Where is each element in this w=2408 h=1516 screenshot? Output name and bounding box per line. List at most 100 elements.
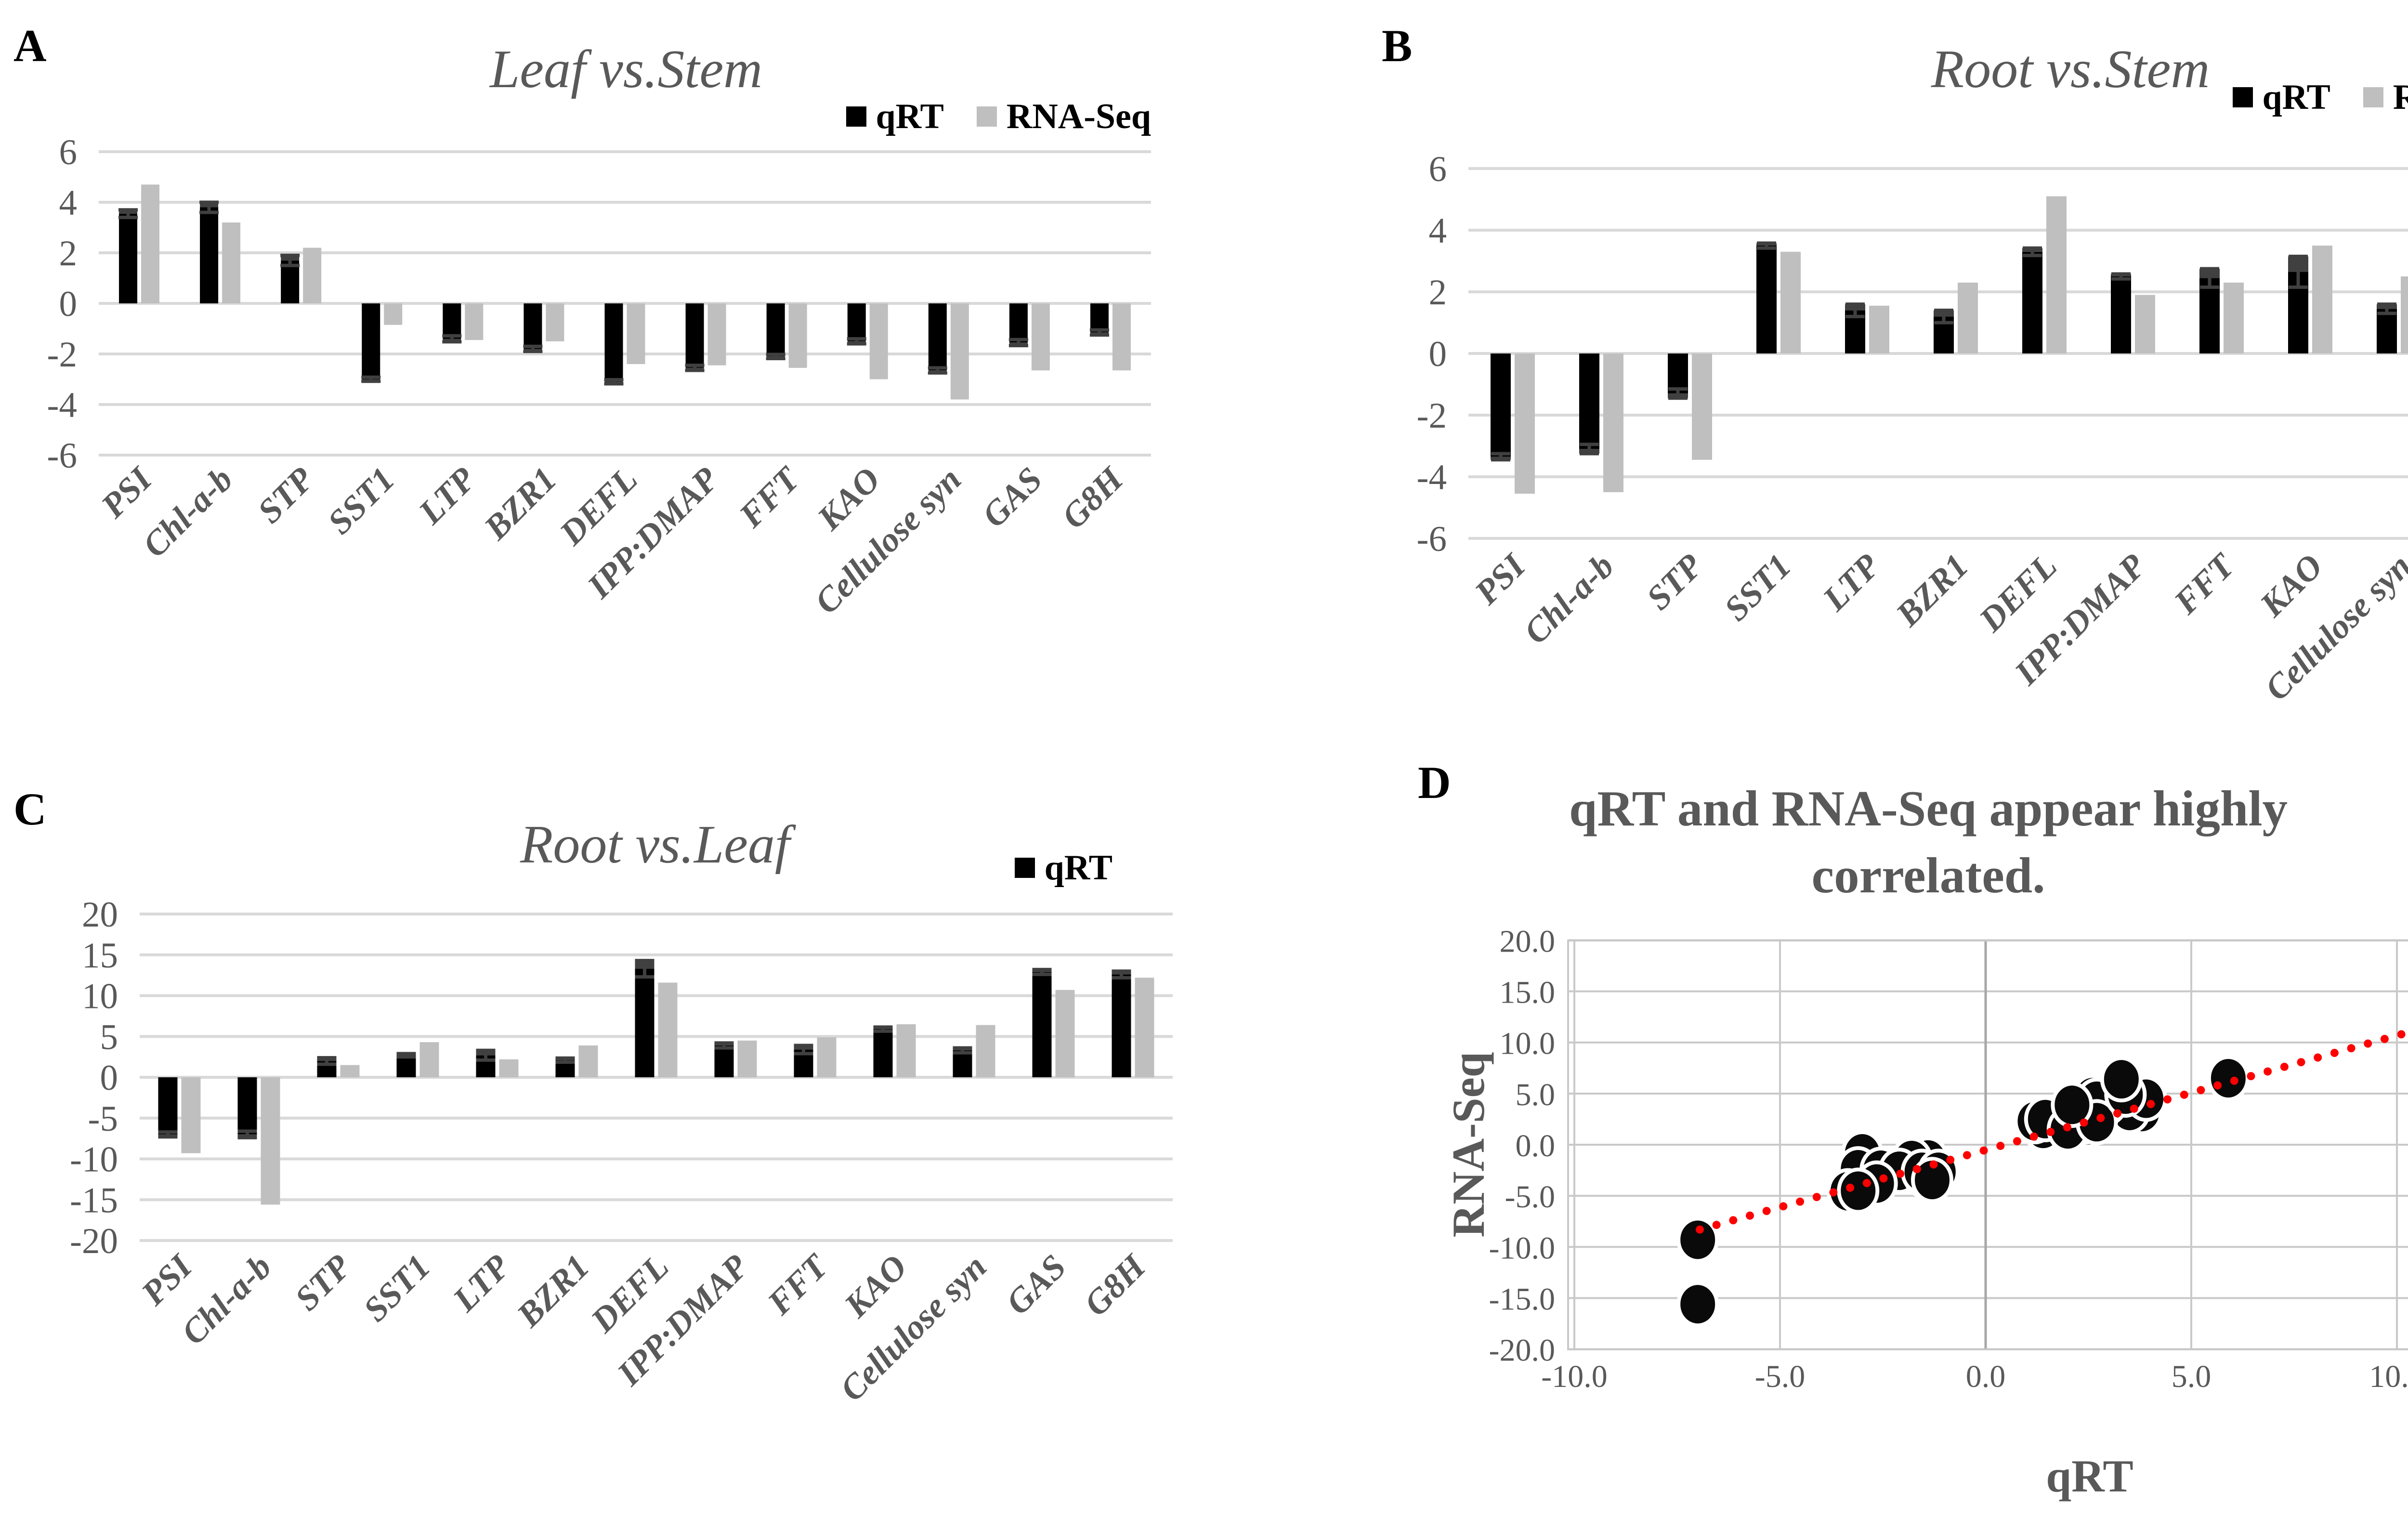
x-tick-label: -10.0 bbox=[1541, 1359, 1607, 1394]
x-tick-label: 5.0 bbox=[2172, 1359, 2212, 1394]
category-label-BZR1: BZR1 bbox=[509, 1247, 597, 1335]
legend-label-qrt: qRT bbox=[876, 97, 944, 136]
bar-rnaseq-Cellulose syn bbox=[950, 303, 969, 400]
bar-rnaseq-G8H bbox=[1112, 303, 1131, 371]
category-label-SST1: SST1 bbox=[1717, 547, 1799, 628]
bar-qrt-FFT bbox=[766, 303, 785, 357]
bar-qrt-Chl-a-b bbox=[1579, 353, 1599, 449]
bar-qrt-PSI bbox=[119, 213, 138, 303]
category-label-GAS: GAS bbox=[975, 460, 1050, 535]
panel-c-title: Root vs.Leaf bbox=[520, 815, 790, 875]
bar-qrt-Cellulose syn bbox=[928, 303, 947, 371]
category-label-SST1: SST1 bbox=[320, 460, 402, 542]
bar-qrt-G8H bbox=[1090, 303, 1109, 333]
category-label-GAS: GAS bbox=[998, 1247, 1073, 1322]
y-tick-label: 15 bbox=[82, 936, 118, 976]
scatter-point bbox=[1911, 1157, 1953, 1203]
scatter-point bbox=[1676, 1281, 1719, 1328]
legend-label-qrt: qRT bbox=[1044, 848, 1112, 888]
y-tick-label: -5 bbox=[88, 1099, 118, 1139]
y-tick-label: 5.0 bbox=[1516, 1077, 1556, 1112]
y-tick-label: 0.0 bbox=[1516, 1128, 1556, 1163]
y-tick-label: 0 bbox=[1429, 334, 1447, 374]
category-label-PSI: PSI bbox=[1467, 546, 1534, 613]
bar-rnaseq-DEFL bbox=[2046, 196, 2067, 353]
bar-rnaseq-Cellulose syn bbox=[976, 1025, 995, 1077]
bar-qrt-FFT bbox=[2199, 278, 2220, 353]
category-label-LTP: LTP bbox=[411, 459, 483, 532]
category-label-PSI: PSI bbox=[133, 1246, 200, 1313]
bar-rnaseq-BZR1 bbox=[578, 1045, 598, 1077]
bar-rnaseq-Cellulose syn bbox=[2401, 276, 2408, 353]
bar-rnaseq-FFT bbox=[788, 303, 807, 368]
bar-rnaseq-Chl-a-b bbox=[1603, 353, 1623, 492]
bar-qrt-IPP:DMAP bbox=[714, 1045, 734, 1077]
y-tick-label: -4 bbox=[47, 385, 77, 425]
bar-qrt-G8H bbox=[1112, 974, 1131, 1077]
bar-rnaseq-BZR1 bbox=[546, 303, 564, 341]
bar-rnaseq-Chl-a-b bbox=[261, 1077, 280, 1205]
y-tick-label: 6 bbox=[59, 132, 78, 172]
panel-c-letter: C bbox=[13, 784, 47, 835]
x-tick-label: -5.0 bbox=[1755, 1359, 1805, 1394]
panel-d-letter: D bbox=[1418, 757, 1451, 808]
y-tick-label: 15.0 bbox=[1500, 975, 1556, 1010]
panel-a-legend: qRT RNA-Seq bbox=[846, 99, 1151, 134]
bar-rnaseq-DEFL bbox=[627, 303, 645, 364]
bar-rnaseq-BZR1 bbox=[1958, 282, 1978, 353]
panel-b-legend: qRT RNA-Seq bbox=[2232, 78, 2408, 117]
bar-qrt-DEFL bbox=[635, 968, 654, 1077]
bar-rnaseq-SST1 bbox=[419, 1042, 439, 1077]
panel-d: 20.0 15.0 10.0 5.0 0.0 -5.0 -10.0 -15.0 -20.0 -10… bbox=[1324, 746, 2408, 1516]
y-tick-label: 2 bbox=[1429, 273, 1447, 313]
category-label-Chl-a-b: Chl-a-b bbox=[135, 460, 240, 565]
panel-b-letter: B bbox=[1382, 20, 1413, 71]
legend-swatch-rnaseq bbox=[976, 106, 997, 127]
bar-rnaseq-SST1 bbox=[384, 303, 403, 325]
bar-qrt-PSI bbox=[158, 1077, 178, 1135]
category-label-PSI: PSI bbox=[93, 459, 160, 526]
bar-rnaseq-KAO bbox=[2312, 246, 2332, 353]
bar-qrt-SST1 bbox=[362, 303, 380, 379]
bar-rnaseq-PSI bbox=[1515, 353, 1535, 494]
bar-rnaseq-IPP:DMAP bbox=[737, 1040, 757, 1077]
legend-label-qrt: qRT bbox=[2262, 78, 2330, 117]
bar-rnaseq-LTP bbox=[465, 303, 484, 340]
bar-rnaseq-Chl-a-b bbox=[222, 222, 241, 303]
bar-qrt-DEFL bbox=[2022, 251, 2042, 353]
bar-rnaseq-LTP bbox=[499, 1059, 519, 1077]
category-label-BZR1: BZR1 bbox=[476, 460, 564, 548]
scatter-point bbox=[1837, 1167, 1880, 1214]
panel-b: 6 4 2 0 -2 -4 -6 PSI Chl-a-b STP SST1 LTP BZR1 DEFL IP… bbox=[1324, 0, 2408, 746]
bar-qrt-Cellulose syn bbox=[2377, 309, 2397, 353]
legend-swatch-rnaseq bbox=[2363, 87, 2383, 107]
category-label-LTP: LTP bbox=[445, 1247, 517, 1319]
category-label-KAO: KAO bbox=[2252, 547, 2330, 625]
legend-label-rnaseq: RNA-Seq bbox=[1006, 97, 1151, 136]
bar-rnaseq-PSI bbox=[181, 1077, 201, 1153]
bar-rnaseq-FFT bbox=[2224, 282, 2244, 353]
bar-rnaseq-LTP bbox=[1869, 305, 1889, 353]
y-tick-label: 20 bbox=[82, 895, 118, 935]
bar-qrt-STP bbox=[281, 260, 300, 303]
category-label-FFT: FFT bbox=[760, 1246, 836, 1322]
bar-rnaseq-SST1 bbox=[1780, 251, 1801, 353]
bar-qrt-KAO bbox=[847, 303, 866, 341]
y-tick-label: 4 bbox=[59, 183, 78, 223]
bar-rnaseq-DEFL bbox=[658, 982, 678, 1077]
category-label-G8H: G8H bbox=[1076, 1246, 1153, 1323]
y-tick-label: 0 bbox=[100, 1058, 118, 1098]
bar-rnaseq-IPP:DMAP bbox=[2135, 295, 2155, 353]
y-tick-label: -6 bbox=[47, 436, 77, 476]
category-label-STP: STP bbox=[250, 459, 321, 531]
bar-qrt-GAS bbox=[1032, 972, 1052, 1077]
bar-rnaseq-KAO bbox=[896, 1024, 916, 1077]
panel-d-scatter-chart: 20.015.010.05.00.0-5.0-10.0-15.0-20.0-10… bbox=[1489, 924, 2408, 1394]
bar-rnaseq-GAS bbox=[1055, 990, 1075, 1077]
y-tick-label: 5 bbox=[100, 1017, 118, 1057]
y-tick-label: -20.0 bbox=[1489, 1333, 1555, 1368]
y-tick-label: -15 bbox=[70, 1180, 118, 1220]
panel-d-title-line1: qRT and RNA-Seq appear highly bbox=[1569, 780, 2288, 836]
